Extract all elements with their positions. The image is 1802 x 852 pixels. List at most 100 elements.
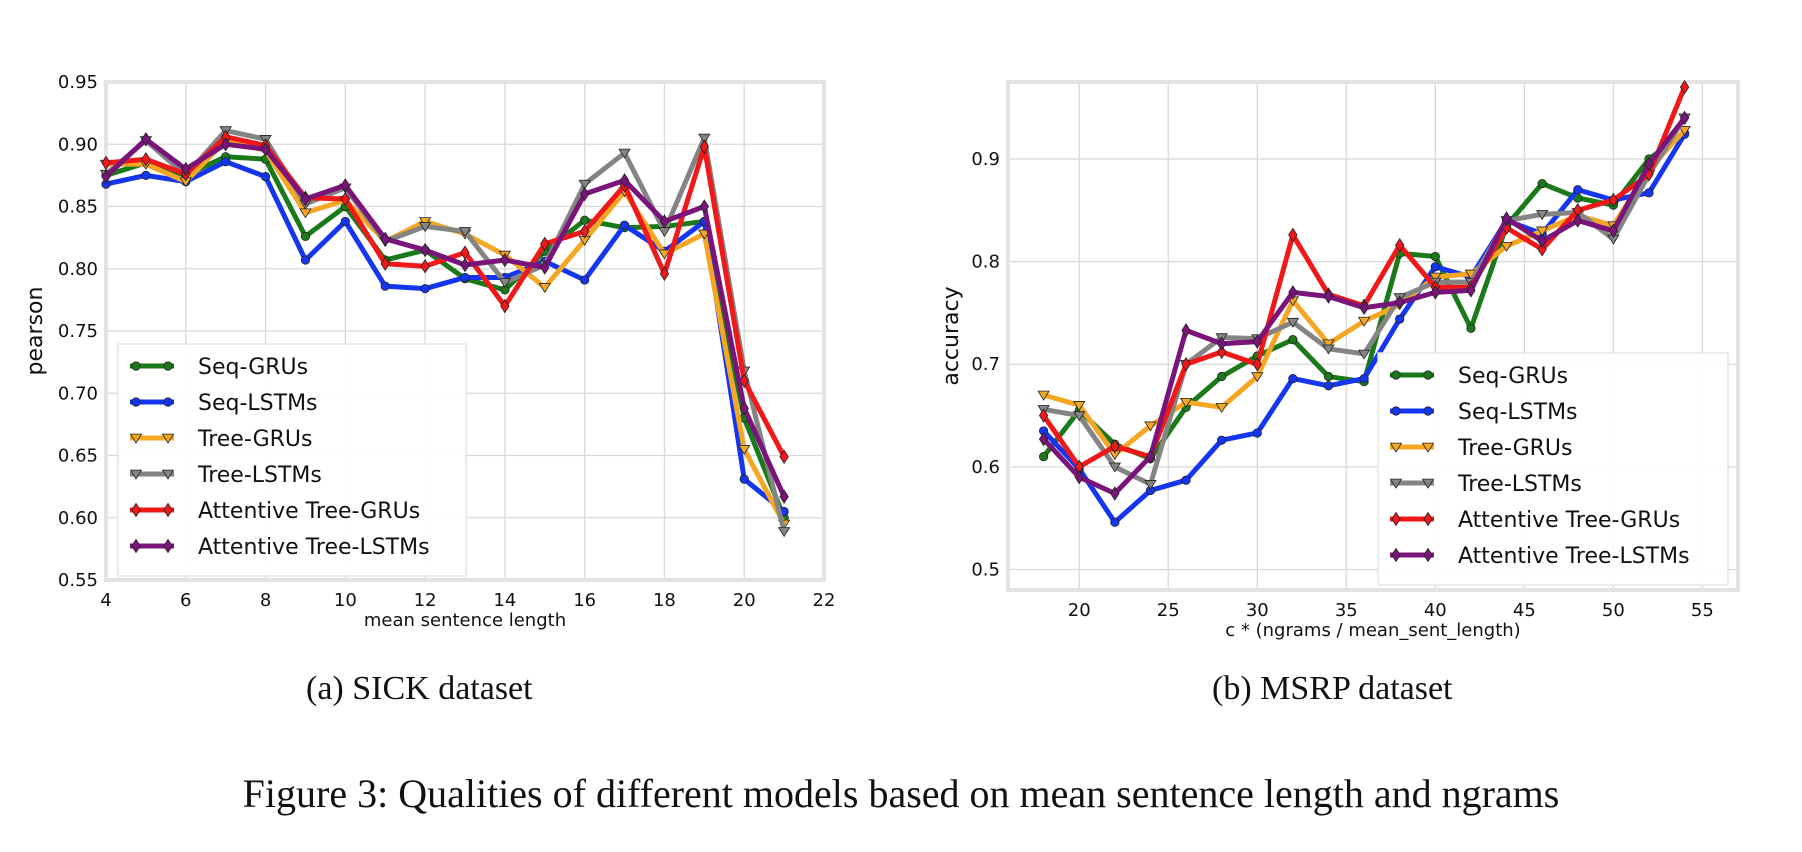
msrp-point-attentive-tree-grus	[1537, 242, 1547, 257]
sick-point-tree-lstms	[498, 278, 512, 289]
msrp-point-tree-grus	[1500, 241, 1513, 252]
sick-x-tick-label: 16	[573, 590, 596, 611]
sick-point-attentive-tree-grus	[420, 259, 430, 274]
msrp-legend-item-seq-lstms: Seq-LSTMs	[1390, 400, 1578, 425]
msrp-legend-item-tree-grus: Tree-GRUs	[1389, 436, 1572, 461]
sick-legend-label: Seq-LSTMs	[198, 391, 318, 416]
msrp-point-tree-grus	[1535, 226, 1549, 237]
sick-point-tree-grus	[418, 217, 432, 228]
sick-point-attentive-tree-lstms	[699, 199, 710, 214]
msrp-point-tree-lstms	[1072, 411, 1086, 422]
msrp-point-tree-grus	[1215, 403, 1228, 414]
sick-legend-label: Tree-LSTMs	[197, 463, 322, 488]
sick-point-attentive-tree-grus	[540, 236, 550, 252]
sick-legend-marker	[131, 397, 141, 407]
msrp-legend-item-tree-lstms: Tree-LSTMs	[1389, 472, 1582, 497]
msrp-point-seq-grus	[1323, 371, 1334, 382]
msrp-legend-box	[1377, 352, 1729, 586]
msrp-point-tree-grus	[1072, 401, 1086, 411]
msrp-point-seq-lstms	[1359, 373, 1369, 384]
sick-legend-label: Seq-GRUs	[198, 355, 308, 380]
sick-y-tick-label: 0.55	[58, 570, 98, 591]
sick-y-tick-label: 0.75	[58, 321, 98, 342]
msrp-legend-marker	[1391, 511, 1401, 527]
sick-point-tree-grus	[538, 283, 551, 294]
msrp-legend-label: Seq-LSTMs	[1458, 400, 1578, 425]
msrp-point-attentive-tree-grus	[1288, 227, 1298, 243]
sick-point-seq-lstms	[141, 170, 151, 180]
msrp-point-seq-grus	[1466, 323, 1476, 333]
msrp-point-tree-grus	[1251, 372, 1264, 383]
msrp-point-seq-lstms	[1288, 373, 1298, 384]
sick-line-seq-grus	[105, 154, 787, 519]
msrp-plot-frame	[1006, 80, 1740, 592]
msrp-point-attentive-tree-lstms	[1288, 285, 1298, 300]
msrp-point-attentive-tree-lstms	[1395, 295, 1405, 310]
sick-legend-marker	[163, 502, 173, 518]
msrp-point-attentive-tree-lstms	[1679, 110, 1690, 126]
sick-point-seq-grus	[580, 215, 590, 225]
msrp-legend-label: Tree-GRUs	[1457, 436, 1572, 461]
msrp-point-seq-lstms	[1323, 381, 1334, 391]
sick-point-seq-lstms	[340, 216, 350, 227]
msrp-x-tick-label: 25	[1157, 600, 1180, 621]
msrp-point-attentive-tree-lstms	[1110, 486, 1120, 501]
sick-x-tick-label: 20	[733, 590, 756, 611]
msrp-point-seq-lstms	[1110, 517, 1120, 527]
msrp-legend-marker	[1391, 547, 1401, 563]
sick-subcaption: (a) SICK dataset	[306, 670, 533, 707]
msrp-legend-marker	[1421, 478, 1435, 489]
msrp-point-tree-lstms	[1286, 317, 1300, 328]
msrp-point-attentive-tree-lstms	[1644, 156, 1654, 172]
sick-point-attentive-tree-lstms	[579, 186, 590, 202]
msrp-point-attentive-tree-grus	[1608, 192, 1619, 208]
msrp-point-seq-lstms	[1217, 435, 1227, 445]
msrp-legend-label: Attentive Tree-GRUs	[1458, 508, 1680, 533]
msrp-point-tree-lstms	[1357, 349, 1371, 360]
msrp-legend-marker	[1423, 406, 1433, 416]
msrp-point-seq-lstms	[1430, 262, 1440, 272]
msrp-legend-marker	[1389, 478, 1403, 489]
msrp-legend-marker	[1423, 370, 1433, 380]
sick-point-seq-lstms	[619, 220, 630, 230]
msrp-x-tick-label: 20	[1068, 600, 1091, 621]
msrp-legend-item-seq-grus: Seq-GRUs	[1390, 364, 1568, 389]
sick-point-attentive-tree-lstms	[619, 173, 630, 188]
sick-legend-marker	[163, 538, 173, 554]
sick-legend-marker	[163, 361, 173, 371]
sick-x-tick-label: 22	[813, 590, 836, 611]
msrp-x-axis-label: c * (ngrams / mean_sent_length)	[1225, 620, 1520, 641]
msrp-x-tick-label: 35	[1335, 600, 1358, 621]
msrp-y-tick-label: 0.5	[971, 559, 1000, 580]
msrp-legend-item-attentive-tree-lstms: Attentive Tree-LSTMs	[1390, 544, 1690, 569]
sick-series-attentive-tree-lstms	[101, 132, 789, 504]
msrp-point-attentive-tree-lstms	[1359, 300, 1369, 316]
sick-y-tick-label: 0.95	[58, 72, 98, 93]
sick-point-attentive-tree-lstms	[460, 257, 470, 273]
sick-chart: 4 6 8 10 12 14 16 18 20 22 0.55 0.60 0.65 0.70 0.75 0.8…	[23, 72, 835, 631]
sick-legend-box	[117, 343, 467, 577]
msrp-point-attentive-tree-lstms	[1216, 336, 1227, 351]
msrp-point-attentive-tree-grus	[1252, 356, 1262, 372]
sick-point-attentive-tree-grus	[500, 298, 510, 314]
msrp-point-attentive-tree-grus	[1110, 439, 1120, 454]
sick-point-attentive-tree-grus	[141, 151, 151, 167]
sick-legend-label: Tree-GRUs	[197, 427, 312, 452]
msrp-point-attentive-tree-lstms	[1608, 223, 1619, 239]
msrp-point-attentive-tree-lstms	[1074, 469, 1084, 485]
msrp-point-tree-lstms	[1535, 210, 1549, 221]
sick-legend-marker	[163, 397, 173, 407]
sick-point-seq-lstms	[260, 172, 271, 182]
sick-y-axis-label: pearson	[23, 287, 48, 376]
sick-y-tick-label: 0.65	[58, 446, 98, 467]
msrp-legend-marker	[1423, 511, 1433, 527]
sick-y-tick-label: 0.60	[58, 508, 98, 529]
sick-point-attentive-tree-grus	[699, 139, 710, 154]
msrp-y-tick-label: 0.6	[971, 457, 1000, 478]
sick-point-tree-lstms	[418, 222, 432, 233]
sick-x-tick-label: 6	[180, 590, 191, 611]
msrp-chart: 20 25 30 35 40 45 50 55 0.5 0.6 0.7 0.8 0.9 c * (ngra…	[939, 79, 1740, 641]
sick-x-tick-label: 12	[414, 590, 437, 611]
msrp-point-seq-grus	[1288, 334, 1298, 345]
